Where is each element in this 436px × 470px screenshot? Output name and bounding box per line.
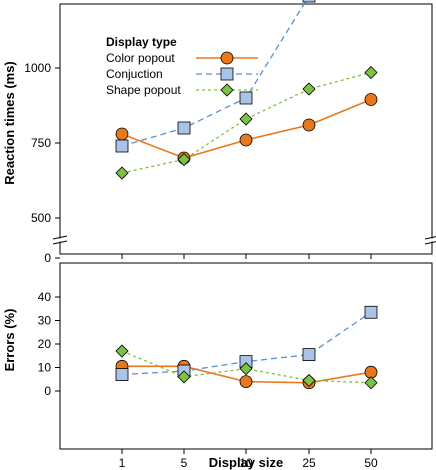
top-y-tick-label-break: 0: [44, 251, 51, 265]
top-plot-area: 50075010001250150017500: [24, 0, 378, 265]
top-series-line-0: [121, 98, 372, 159]
top-series-line-2: [121, 71, 372, 174]
bottom-point-2-3: [302, 373, 316, 387]
legend-title: Display type: [106, 35, 177, 49]
top-point-2-2: [239, 112, 253, 126]
legend-marker-1: [220, 67, 234, 81]
bottom-y-tick-label: 10: [38, 361, 52, 375]
x-axis-label: Display size: [209, 455, 283, 470]
top-point-1-2: [239, 91, 253, 105]
legend-marker-2: [220, 83, 234, 97]
legend-marker-0: [220, 51, 234, 65]
bottom-y-tick-label: 0: [44, 384, 51, 398]
top-point-2-0: [115, 166, 129, 180]
top-y-tick-label: 500: [31, 211, 51, 225]
legend-label-0: Color popout: [106, 51, 175, 65]
top-point-0-4: [364, 93, 378, 106]
top-point-1-0: [115, 139, 129, 153]
bottom-point-1-0: [115, 368, 129, 381]
bottom-series-line-2: [121, 350, 372, 384]
top-point-1-3: [302, 0, 316, 3]
bottom-x-tick-label: 50: [364, 456, 378, 470]
top-y-tick-label: 1000: [24, 61, 51, 75]
bottom-y-axis-label: Errors (%): [2, 309, 17, 372]
bottom-point-2-2: [239, 362, 253, 376]
bottom-point-1-3: [302, 348, 316, 361]
top-y-tick-label: 750: [31, 136, 51, 150]
legend-label-2: Shape popout: [106, 83, 181, 97]
top-point-0-2: [239, 133, 253, 147]
bottom-x-tick-label: 25: [302, 456, 316, 470]
top-point-2-3: [302, 82, 316, 96]
bottom-point-2-4: [364, 376, 378, 390]
bottom-y-tick-label: 20: [38, 337, 52, 351]
bottom-x-tick-label: 5: [181, 456, 188, 470]
legend: Display type Color popout Conjuction Shape …: [106, 35, 258, 97]
top-point-0-0: [115, 127, 129, 141]
bottom-x-tick-label: 10: [239, 456, 253, 470]
bottom-point-0-2: [239, 375, 253, 389]
bottom-plot-area: 1 5 10 25 50 0 10 20 30 40: [38, 290, 378, 470]
bottom-point-2-1: [177, 370, 191, 384]
top-point-0-3: [302, 118, 316, 132]
top-point-1-1: [177, 121, 191, 135]
legend-label-1: Conjuction: [106, 67, 163, 81]
bottom-point-2-0: [115, 344, 129, 358]
bottom-point-1-4: [364, 305, 378, 319]
top-point-2-4: [364, 65, 378, 80]
top-y-axis-label: Reaction times (ms): [2, 61, 17, 185]
bottom-x-tick-label: 1: [119, 456, 126, 470]
axis-break-right: [424, 236, 436, 245]
bottom-y-tick-label: 40: [38, 290, 52, 304]
bottom-y-tick-label: 30: [38, 314, 52, 328]
axis-break-left: [52, 235, 68, 245]
top-point-2-1: [177, 152, 191, 167]
